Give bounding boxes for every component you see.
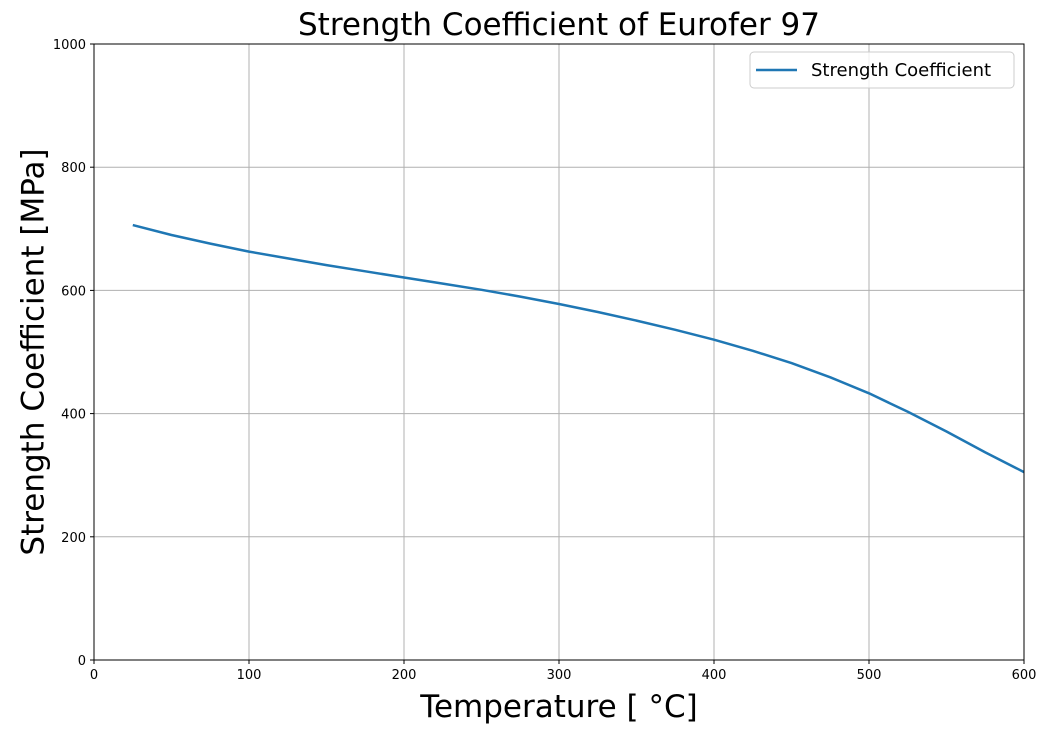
x-tick-label: 600	[1012, 668, 1037, 683]
series-layer	[132, 223, 1025, 474]
y-tick-label: 400	[61, 408, 86, 423]
x-axis-label: Temperature [ °C]	[419, 689, 697, 725]
x-tick-label: 400	[702, 668, 727, 683]
x-tick-label: 0	[90, 668, 98, 683]
chart-title: Strength Coefficient of Eurofer 97	[298, 7, 820, 43]
legend: Strength Coefficient	[749, 51, 1015, 89]
y-tick-label: 1000	[53, 38, 86, 53]
y-tick-label: 200	[61, 531, 86, 546]
y-tick-label: 0	[78, 654, 86, 669]
legend-entry-strength-coefficient: Strength Coefficient	[811, 60, 991, 81]
x-tick-label: 100	[237, 668, 262, 683]
x-tick-label: 300	[547, 668, 572, 683]
y-axis-label: Strength Coefficient [MPa]	[16, 148, 52, 555]
y-tick-label: 800	[61, 161, 86, 176]
y-tick-label: 600	[61, 284, 86, 299]
x-tick-label: 500	[857, 668, 882, 683]
axis-ticks: 0 100 200 300 400 500 600 0 200 400 600 800 1000	[53, 38, 1037, 683]
legend-box	[749, 51, 1015, 89]
x-tick-label: 200	[392, 668, 417, 683]
series-line-strength-coefficient	[132, 223, 1025, 474]
